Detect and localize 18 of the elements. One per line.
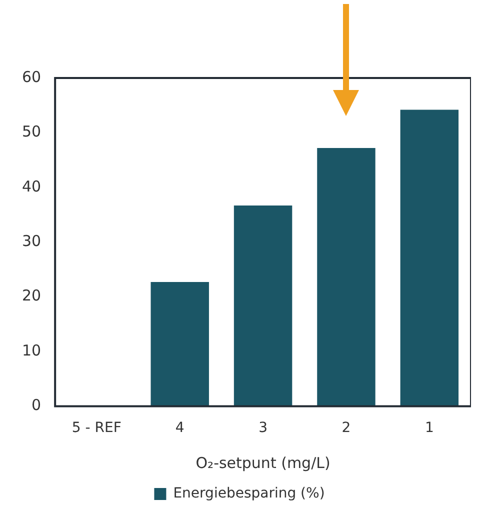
x-tick-label: 4	[175, 420, 184, 436]
y-tick-label: 40	[22, 177, 42, 196]
y-tick-label: 60	[22, 68, 42, 86]
y-tick-label: 30	[22, 232, 42, 250]
x-tick-label: 5 - REF	[72, 420, 122, 436]
y-tick-label: 20	[22, 286, 42, 305]
bar	[234, 205, 292, 406]
y-tick-label: 50	[22, 122, 42, 141]
y-tick-label: 10	[22, 341, 42, 360]
bar	[150, 282, 209, 406]
x-tick-label: 2	[342, 420, 351, 436]
x-tick-label: 1	[424, 420, 434, 436]
bar	[317, 148, 376, 406]
y-tick-label: 0	[32, 396, 42, 414]
bar	[400, 110, 459, 406]
legend-label: Energiebesparing (%)	[173, 486, 325, 502]
x-axis-title: O₂-setpunt (mg/L)	[196, 454, 330, 472]
x-tick-label: 3	[258, 420, 268, 436]
